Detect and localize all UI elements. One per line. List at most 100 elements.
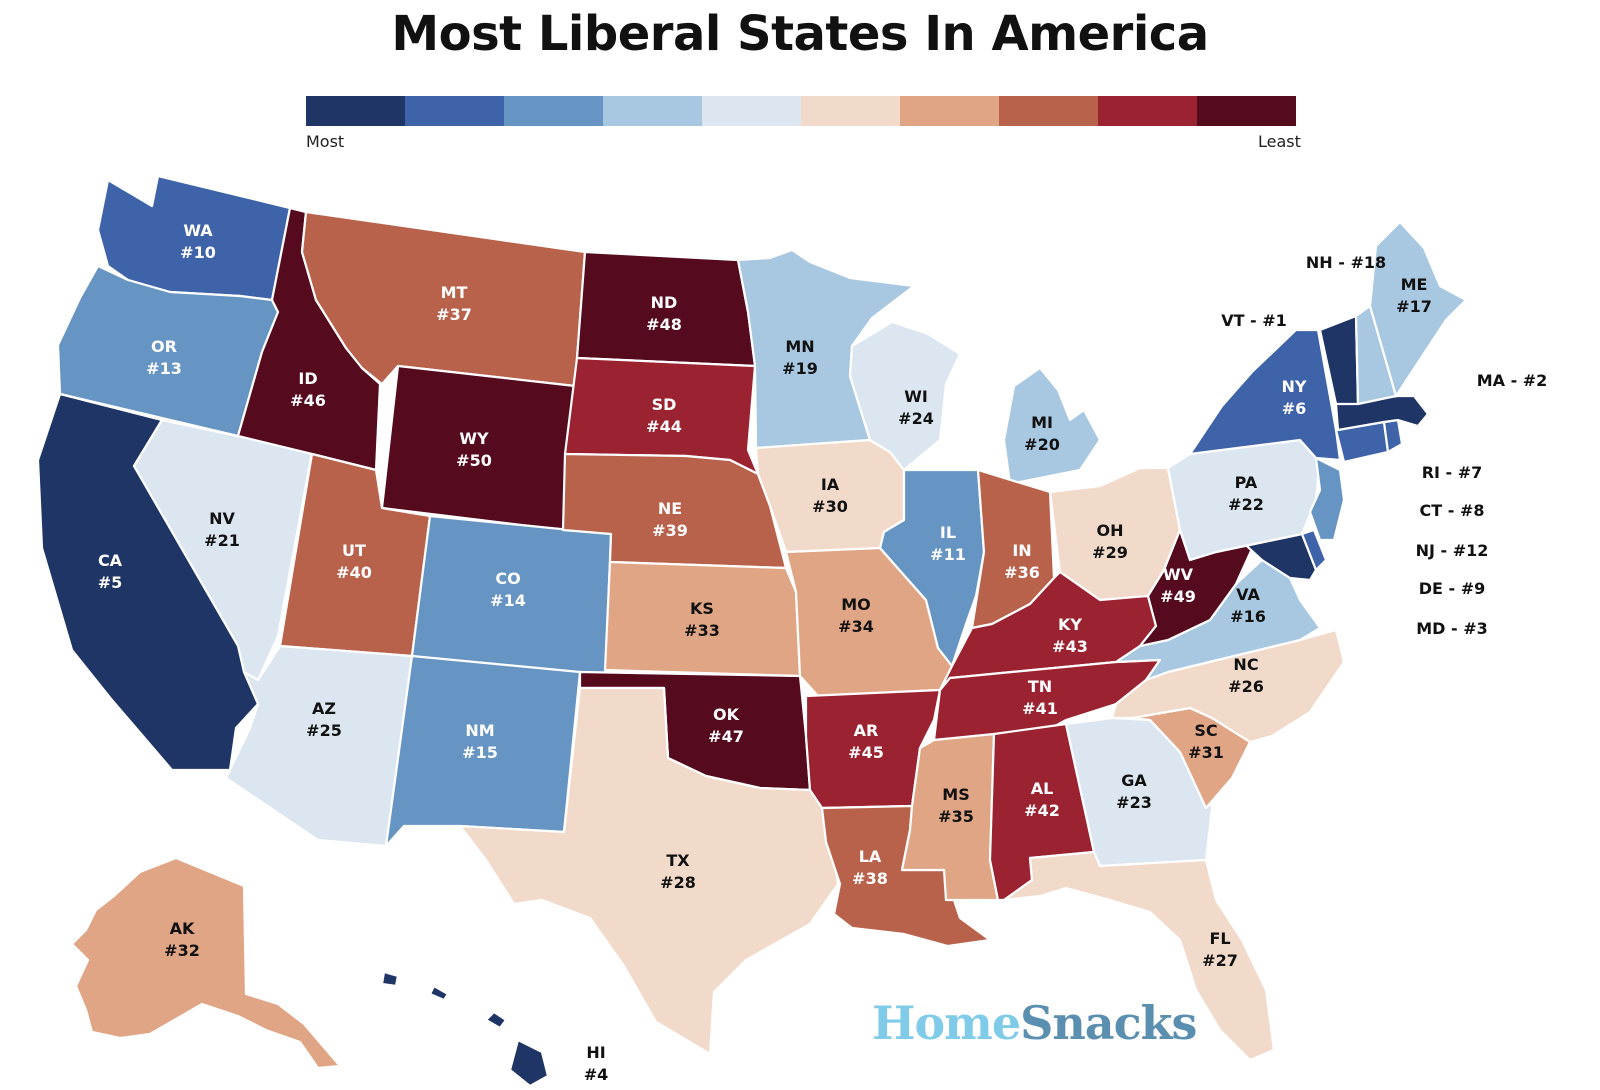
state-label-wy: WY #50 xyxy=(456,429,492,470)
state-rank: #34 xyxy=(838,617,874,636)
state-abbr: TX xyxy=(666,851,690,870)
state-fl[interactable] xyxy=(1002,850,1276,1062)
state-rank: #48 xyxy=(646,315,682,334)
state-abbr: SD xyxy=(652,395,677,414)
state-label-co: CO #14 xyxy=(490,569,526,610)
state-label-ia: IA #30 xyxy=(812,475,848,516)
state-rank: #45 xyxy=(848,743,884,762)
state-hi[interactable] xyxy=(380,970,550,1088)
legend-least-label: Least xyxy=(1258,132,1301,151)
state-mi[interactable] xyxy=(1002,366,1102,486)
legend-swatch xyxy=(603,96,702,126)
state-abbr: ND xyxy=(651,293,678,312)
state-abbr: NV xyxy=(209,509,235,528)
state-label-ms: MS #35 xyxy=(938,785,974,826)
state-rank: #27 xyxy=(1202,951,1238,970)
state-rank: #6 xyxy=(1282,399,1307,418)
state-abbr: WA xyxy=(183,221,213,240)
state-abbr: WV xyxy=(1163,565,1194,584)
callout-ct: CT - #8 xyxy=(1420,501,1485,520)
state-abbr: SC xyxy=(1194,721,1217,740)
state-rank: #38 xyxy=(852,869,888,888)
state-abbr: TN xyxy=(1028,677,1052,696)
state-rank: #20 xyxy=(1024,435,1060,454)
state-ne[interactable] xyxy=(561,452,788,570)
state-rank: #47 xyxy=(708,727,744,746)
state-ak[interactable] xyxy=(70,856,342,1070)
state-abbr: UT xyxy=(342,541,366,560)
logo-part-snacks: Snacks xyxy=(1020,996,1197,1050)
state-rank: #46 xyxy=(290,391,326,410)
state-abbr: AK xyxy=(170,919,195,938)
legend-swatch xyxy=(1098,96,1197,126)
state-abbr: NM xyxy=(465,721,494,740)
state-abbr: OK xyxy=(713,705,740,724)
state-abbr: MI xyxy=(1031,413,1053,432)
state-label-az: AZ #25 xyxy=(306,699,342,740)
state-ny[interactable] xyxy=(1188,328,1342,462)
state-wi[interactable] xyxy=(848,320,962,472)
state-mn[interactable] xyxy=(736,248,916,450)
state-label-wi: WI #24 xyxy=(898,387,934,428)
state-label-mo: MO #34 xyxy=(838,595,874,636)
state-tx[interactable] xyxy=(458,686,840,1056)
legend-most-label: Most xyxy=(306,132,345,151)
state-rank: #30 xyxy=(812,497,848,516)
state-abbr: VA xyxy=(1236,585,1260,604)
state-de[interactable] xyxy=(1300,528,1328,572)
state-ri[interactable] xyxy=(1382,418,1404,454)
callout-ma: MA - #2 xyxy=(1477,371,1548,390)
state-rank: #29 xyxy=(1092,543,1128,562)
state-abbr: IA xyxy=(821,475,840,494)
state-label-me: ME #17 xyxy=(1396,275,1432,316)
state-abbr: CA xyxy=(98,551,123,570)
state-rank: #32 xyxy=(164,941,200,960)
state-label-mi: MI #20 xyxy=(1024,413,1060,454)
state-rank: #49 xyxy=(1160,587,1196,606)
state-abbr: OR xyxy=(151,337,177,356)
state-rank: #39 xyxy=(652,521,688,540)
legend-swatch xyxy=(405,96,504,126)
state-rank: #36 xyxy=(1004,563,1040,582)
state-rank: #19 xyxy=(782,359,818,378)
state-label-mt: MT #37 xyxy=(436,283,472,324)
state-abbr: MT xyxy=(441,283,468,302)
state-rank: #31 xyxy=(1188,743,1224,762)
homesnacks-logo: HomeSnacks xyxy=(872,996,1197,1050)
state-label-oh: OH #29 xyxy=(1092,521,1128,562)
state-rank: #16 xyxy=(1230,607,1266,626)
state-ks[interactable] xyxy=(603,560,802,678)
legend-swatch xyxy=(999,96,1098,126)
state-label-hi: HI #4 xyxy=(584,1043,609,1084)
state-label-sc: SC #31 xyxy=(1188,721,1224,762)
state-label-ok: OK #47 xyxy=(708,705,744,746)
state-abbr: ME xyxy=(1401,275,1428,294)
state-rank: #43 xyxy=(1052,637,1088,656)
state-label-sd: SD #44 xyxy=(646,395,682,436)
state-abbr: NE xyxy=(658,499,682,518)
state-nj[interactable] xyxy=(1308,456,1346,542)
state-label-ga: GA #23 xyxy=(1116,771,1152,812)
state-abbr: AR xyxy=(854,721,879,740)
state-abbr: NY xyxy=(1282,377,1307,396)
state-label-ar: AR #45 xyxy=(848,721,884,762)
state-wy[interactable] xyxy=(380,364,577,532)
state-abbr: FL xyxy=(1209,929,1230,948)
state-label-fl: FL #27 xyxy=(1202,929,1238,970)
logo-part-home: Home xyxy=(872,996,1021,1050)
state-abbr: MO xyxy=(841,595,871,614)
state-abbr: MN xyxy=(785,337,814,356)
state-labels: WA #10 OR #13 CA #5 NV #21 ID #46 MT #37 WY #50… xyxy=(98,221,1548,1084)
state-me[interactable] xyxy=(1368,220,1468,398)
state-rank: #44 xyxy=(646,417,682,436)
state-label-wa: WA #10 xyxy=(180,221,216,262)
callout-vt: VT - #1 xyxy=(1221,311,1287,330)
state-abbr: NC xyxy=(1233,655,1258,674)
state-label-la: LA #38 xyxy=(852,847,888,888)
state-abbr: GA xyxy=(1121,771,1147,790)
state-label-ak: AK #32 xyxy=(164,919,200,960)
callout-de: DE - #9 xyxy=(1419,579,1486,598)
state-rank: #26 xyxy=(1228,677,1264,696)
page-title: Most Liberal States In America xyxy=(391,6,1209,62)
